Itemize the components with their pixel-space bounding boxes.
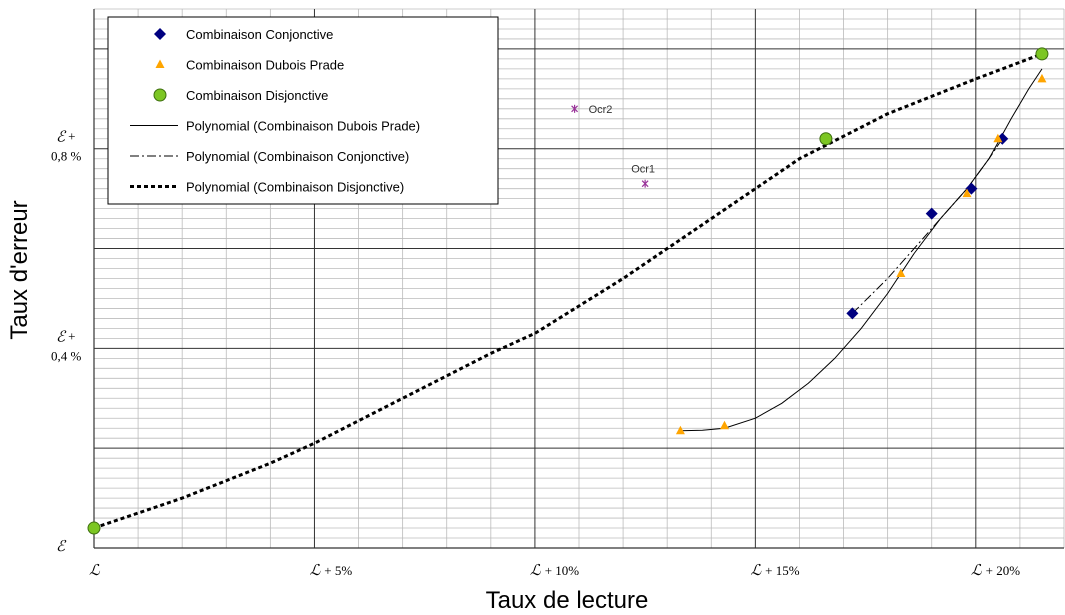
legend-entry: Polynomial (Combinaison Conjonctive): [130, 149, 409, 164]
x-tick-text: ℒ + 20%: [971, 561, 1020, 579]
y-tick-label: ℰ +0,8 %: [51, 128, 82, 164]
annotations: Ocr2 Ocr1: [571, 104, 655, 188]
legend-entry: Combinaison Dubois Prade: [155, 58, 344, 73]
legend-label: Combinaison Conjonctive: [186, 27, 333, 42]
legend-swatch-circle: [153, 88, 167, 102]
y-axis-ticks: ℰℰ +0,4 %ℰ +0,8 %: [51, 128, 82, 555]
data-point-triangle: [993, 133, 1003, 143]
x-tick-script: ℒ: [530, 561, 542, 579]
x-tick-suffix: + 5%: [324, 563, 352, 578]
annotation-point: Ocr1: [631, 164, 655, 188]
data-point-triangle: [720, 420, 729, 430]
legend-entry: Polynomial (Combinaison Disjonctive): [130, 180, 404, 195]
legend-label: Combinaison Disjonctive: [186, 88, 328, 103]
y-tick-script: ℰ: [56, 128, 67, 146]
data-point-circle: [87, 521, 101, 535]
x-tick-label: ℒ + 10%: [530, 561, 579, 579]
y-axis-title: Taux d'erreur: [6, 200, 33, 339]
legend-entry: Combinaison Conjonctive: [154, 27, 333, 42]
x-tick-text: ℒ + 10%: [530, 561, 579, 579]
x-tick-label: ℒ + 15%: [750, 561, 799, 579]
series-circle: [87, 47, 1049, 535]
annotation-point: Ocr2: [571, 104, 613, 116]
legend-label: Combinaison Dubois Prade: [186, 58, 344, 73]
legend-entry: Polynomial (Combinaison Dubois Prade): [130, 119, 420, 134]
y-tick-text: ℰ: [56, 537, 67, 555]
x-tick-suffix: + 10%: [545, 563, 580, 578]
annotation-label: Ocr1: [631, 164, 655, 176]
trendline-dotted: [93, 52, 1043, 530]
plot-area-frame: [93, 9, 1064, 549]
data-point-triangle: [675, 425, 685, 435]
x-tick-label: ℒ + 20%: [971, 561, 1020, 579]
x-axis-ticks: ℒ ℒ + 5% ℒ + 10% ℒ + 15% ℒ + 20%: [89, 561, 1020, 579]
x-tick-text: ℒ + 15%: [750, 561, 799, 579]
legend-box: [107, 16, 499, 205]
y-tick-text: ℰ +: [56, 327, 75, 345]
legend-swatch-diamond: [154, 28, 166, 40]
x-tick-suffix: + 20%: [986, 563, 1021, 578]
x-tick-text: ℒ + 5%: [309, 561, 352, 579]
y-tick-subtext: 0,8 %: [51, 149, 82, 164]
series-triangle: [675, 73, 1047, 435]
y-tick-label: ℰ: [56, 537, 67, 555]
x-axis-title: Taux de lecture: [486, 587, 649, 614]
x-tick-label: ℒ: [89, 561, 101, 579]
y-tick-script: ℰ: [56, 327, 67, 345]
x-tick-label: ℒ + 5%: [309, 561, 352, 579]
data-point-diamond: [925, 207, 938, 220]
legend: Combinaison Conjonctive Combinaison Duboi…: [107, 16, 499, 205]
y-tick-suffix: +: [68, 129, 75, 144]
data-point-triangle: [896, 268, 906, 278]
legend-label: Polynomial (Combinaison Dubois Prade): [186, 119, 420, 134]
data-series: [87, 47, 1049, 535]
series-diamond: [846, 132, 1009, 320]
data-point-triangle: [962, 188, 972, 198]
y-tick-text: ℰ +: [56, 128, 75, 146]
legend-swatch-triangle: [155, 59, 165, 68]
y-tick-script: ℰ: [56, 537, 67, 555]
trendline-dashdot: [852, 138, 1003, 314]
x-tick-script: ℒ: [309, 561, 321, 579]
x-tick-text: ℒ: [89, 561, 101, 579]
x-tick-script: ℒ: [750, 561, 762, 579]
data-point-circle: [1035, 47, 1049, 61]
data-point-diamond: [846, 307, 859, 320]
data-point-circle: [819, 132, 833, 146]
legend-label: Polynomial (Combinaison Conjonctive): [186, 149, 409, 164]
y-tick-suffix: +: [68, 328, 75, 343]
x-tick-suffix: + 15%: [765, 563, 800, 578]
data-point-triangle: [1037, 73, 1047, 83]
legend-label: Polynomial (Combinaison Disjonctive): [186, 180, 404, 195]
x-tick-script: ℒ: [89, 561, 101, 579]
x-tick-script: ℒ: [971, 561, 983, 579]
y-tick-label: ℰ +0,4 %: [51, 327, 82, 363]
trendline-solid: [680, 68, 1043, 432]
annotation-label: Ocr2: [589, 104, 613, 116]
y-tick-subtext: 0,4 %: [51, 348, 82, 363]
legend-entry: Combinaison Disjonctive: [153, 88, 328, 103]
